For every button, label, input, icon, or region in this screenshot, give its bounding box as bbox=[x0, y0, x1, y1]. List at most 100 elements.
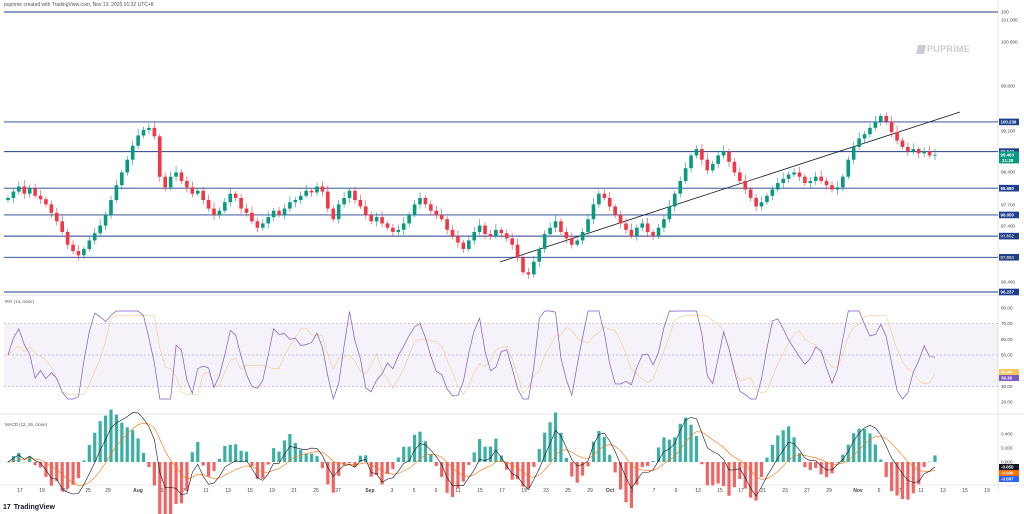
time-tick-label: 25 bbox=[565, 488, 571, 494]
candle-body bbox=[239, 197, 243, 209]
candle-body bbox=[765, 195, 769, 203]
candle-body bbox=[927, 151, 932, 156]
macd-histogram-bar bbox=[765, 457, 769, 462]
macd-histogram-bar bbox=[277, 451, 281, 462]
macd-histogram-bar bbox=[819, 462, 823, 475]
candle-body bbox=[738, 172, 742, 181]
brand-mark-icon bbox=[916, 44, 926, 54]
macd-histogram-bar bbox=[364, 455, 368, 462]
candle-body bbox=[347, 190, 352, 198]
level-badge bbox=[999, 211, 1019, 219]
macd-histogram-bar bbox=[66, 462, 70, 489]
macd-histogram-bar bbox=[331, 462, 335, 493]
time-tick-label: 9 bbox=[435, 488, 438, 494]
price-tick-label: 96.480 bbox=[1001, 280, 1015, 285]
level-badge bbox=[999, 288, 1019, 296]
candle-body bbox=[911, 149, 916, 152]
rsi-value-label: 41.44 bbox=[1001, 370, 1013, 375]
level-badge-label: 100.239 bbox=[1001, 120, 1017, 125]
candle-body bbox=[759, 202, 764, 207]
candle-body bbox=[916, 149, 921, 154]
candle-body bbox=[396, 229, 401, 232]
macd-histogram-bar bbox=[700, 462, 704, 465]
candle-body bbox=[266, 217, 271, 224]
time-tick-label: 15 bbox=[247, 488, 253, 494]
tradingview-brand[interactable]: 17 TradingView bbox=[3, 504, 55, 511]
candle-body bbox=[233, 193, 238, 198]
candle-body bbox=[559, 221, 563, 232]
candle-body bbox=[65, 231, 70, 245]
candle-body bbox=[363, 206, 368, 215]
macd-histogram-bar bbox=[911, 462, 915, 494]
macd-histogram-bar bbox=[44, 462, 48, 477]
candle-body bbox=[721, 151, 726, 156]
time-tick-label: 13 bbox=[225, 488, 231, 494]
candle-body bbox=[710, 163, 715, 171]
macd-histogram-bar bbox=[261, 462, 265, 479]
macd-histogram-bar bbox=[852, 433, 856, 462]
macd-histogram-bar bbox=[776, 435, 780, 462]
macd-histogram-bar bbox=[792, 437, 796, 462]
candle-body bbox=[401, 223, 406, 230]
macd-histogram-bar bbox=[109, 409, 113, 462]
time-tick-label: 11 bbox=[455, 488, 460, 494]
macd-histogram-bar bbox=[418, 431, 422, 462]
macd-histogram-bar bbox=[250, 462, 254, 466]
rsi-tick-label: 50.00 bbox=[1001, 353, 1013, 358]
candle-body bbox=[873, 121, 878, 128]
candle-body bbox=[494, 229, 498, 237]
macd-histogram-bar bbox=[17, 452, 21, 462]
macd-histogram-bar bbox=[515, 462, 520, 480]
macd-histogram-bar bbox=[309, 453, 314, 462]
candle-body bbox=[797, 172, 802, 177]
price-tick-label: 99.200 bbox=[1001, 129, 1015, 134]
macd-histogram-bar bbox=[196, 442, 200, 462]
candle-body bbox=[22, 186, 27, 194]
candle-body bbox=[44, 199, 48, 205]
macd-histogram-bar bbox=[147, 462, 151, 468]
price-tick-label: 96.800 bbox=[1001, 256, 1015, 261]
candle-body bbox=[331, 208, 336, 220]
macd-histogram-bar bbox=[412, 434, 417, 462]
macd-histogram-bar bbox=[120, 422, 124, 462]
macd-histogram-bar bbox=[158, 462, 162, 514]
rsi-value-badge bbox=[999, 375, 1019, 381]
macd-histogram-bar bbox=[591, 441, 596, 462]
candle-body bbox=[564, 231, 569, 239]
rsi-line bbox=[7, 310, 936, 401]
macd-histogram-bar bbox=[743, 462, 747, 489]
candle-body bbox=[819, 176, 823, 181]
macd-histogram-bar bbox=[391, 462, 395, 470]
candle-body bbox=[705, 159, 710, 171]
macd-histogram-bar bbox=[711, 462, 715, 486]
time-tick-label: 19 bbox=[521, 488, 527, 494]
rsi-signal-line bbox=[7, 315, 936, 395]
candle-body bbox=[824, 180, 829, 186]
candle-body bbox=[602, 193, 607, 198]
time-axis: 17 19 22 25 29 Aug 5 7 11 13 15 19 21 25 27 Sep 3 5 9 11 15 1… bbox=[17, 488, 990, 494]
macd-histogram-bar bbox=[602, 436, 606, 462]
macd-histogram-bar bbox=[770, 444, 774, 462]
candle-body bbox=[27, 188, 32, 194]
macd-histogram-bar bbox=[586, 462, 590, 467]
time-tick-label: 7 bbox=[899, 488, 902, 494]
candle-body bbox=[569, 238, 574, 245]
candle-body bbox=[380, 217, 384, 224]
macd-histogram-bar bbox=[900, 462, 905, 499]
candle-body bbox=[732, 161, 737, 173]
macd-histogram-bar bbox=[873, 444, 877, 462]
candle-body bbox=[933, 154, 937, 156]
macd-histogram-bar bbox=[76, 462, 81, 479]
candle-body bbox=[878, 115, 883, 122]
macd-histogram-bar bbox=[141, 453, 146, 462]
candle-body bbox=[694, 149, 699, 156]
macd-histogram-bar bbox=[375, 462, 379, 475]
candle-body bbox=[157, 136, 162, 177]
rsi-tick-label: 60.00 bbox=[1001, 337, 1013, 342]
macd-histogram-bar bbox=[190, 452, 194, 462]
time-tick-label: 3 bbox=[391, 488, 394, 494]
macd-histogram-bar bbox=[206, 462, 211, 477]
time-tick-label: 5 bbox=[413, 488, 416, 494]
candle-body bbox=[423, 197, 428, 205]
